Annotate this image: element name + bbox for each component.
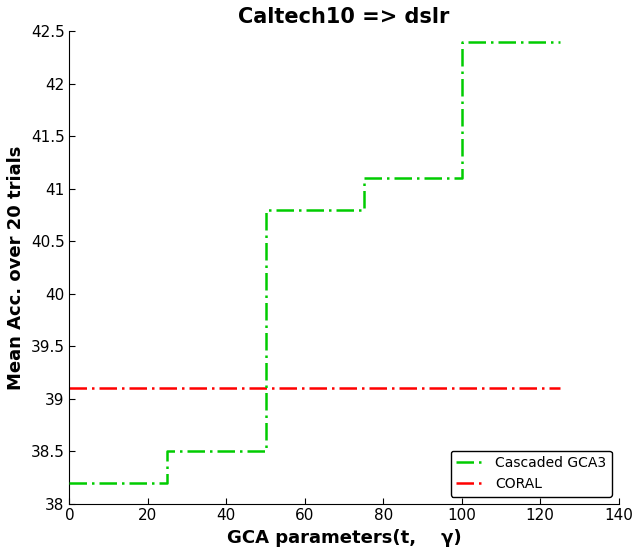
Line: Cascaded GCA3: Cascaded GCA3	[69, 42, 560, 483]
Cascaded GCA3	[360, 175, 367, 182]
Title: Caltech10 => dslr: Caltech10 => dslr	[238, 7, 450, 27]
Cascaded GCA3	[360, 207, 367, 213]
Cascaded GCA3	[262, 207, 269, 213]
Cascaded GCA3	[164, 448, 172, 454]
X-axis label: GCA parameters(t,    γ): GCA parameters(t, γ)	[227, 529, 461, 547]
Cascaded GCA3	[262, 448, 269, 454]
Cascaded GCA3	[164, 479, 172, 486]
Y-axis label: Mean Acc. over 20 trials: Mean Acc. over 20 trials	[7, 145, 25, 389]
Cascaded GCA3	[556, 38, 564, 45]
Cascaded GCA3	[458, 38, 465, 45]
Cascaded GCA3	[65, 479, 73, 486]
Cascaded GCA3	[458, 175, 465, 182]
Legend: Cascaded GCA3, CORAL: Cascaded GCA3, CORAL	[451, 450, 612, 497]
